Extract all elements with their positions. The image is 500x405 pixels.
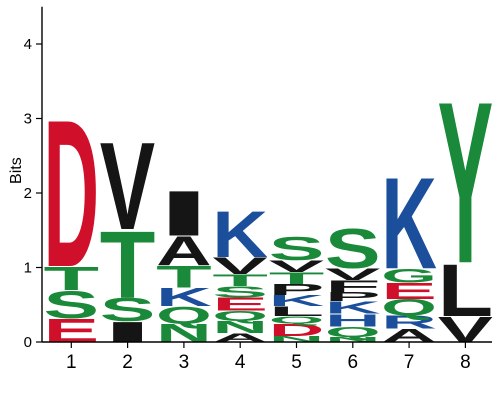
- x-tick-label: 8: [460, 352, 471, 373]
- x-tick-label: 4: [235, 352, 246, 373]
- x-ticks: 1 2 3 4 5 6 7 8: [66, 342, 471, 373]
- logo-letter-t: T: [44, 260, 100, 297]
- logo-letter-s: S: [269, 231, 325, 268]
- logo-letter-i: I: [156, 178, 212, 249]
- logo-letter-l: L: [438, 249, 494, 332]
- y-ticks: 0 1 2 3 4: [24, 36, 42, 351]
- axes-layer: [41, 6, 492, 343]
- logo-letter-a: A: [381, 325, 437, 346]
- logo-letter-q: Q: [269, 314, 325, 326]
- logo-letter-q: Q: [381, 295, 437, 320]
- logo-letter-t: T: [100, 211, 156, 317]
- logo-letter-q: Q: [156, 302, 212, 328]
- logo-letter-v: V: [269, 257, 324, 276]
- logo-letter-d: D: [269, 320, 325, 340]
- logo-letter-t: T: [269, 269, 325, 287]
- y-tick-label: 1: [24, 260, 32, 277]
- logo-letter-y: Y: [438, 53, 494, 311]
- y-tick-label: 3: [24, 111, 32, 128]
- logo-letter-k: K: [269, 292, 325, 309]
- logo-letter-p: P: [269, 281, 325, 298]
- x-tick-label: 7: [404, 352, 415, 373]
- logo-letter-d: D: [44, 76, 100, 311]
- y-tick-label: 2: [24, 185, 32, 202]
- logo-letter-v: V: [100, 117, 155, 256]
- logo-letter-h: H: [325, 310, 381, 330]
- x-tick-label: 2: [122, 352, 133, 373]
- logo-letter-s: S: [44, 283, 100, 327]
- logo-letter-t: T: [156, 260, 212, 295]
- logo-letter-k: K: [325, 298, 381, 318]
- logo-letter-a: A: [156, 228, 212, 274]
- logo-letter-f: F: [325, 277, 381, 295]
- logo-letter-g: G: [381, 265, 437, 287]
- x-tick-label: 3: [179, 352, 190, 373]
- logo-column-8: VLY: [438, 53, 494, 349]
- letters-layer: ESTDISTVNQKTAIANQESTVKNDQLKPTVSNQHKPFVSA…: [44, 53, 494, 349]
- logo-letter-s: S: [100, 292, 156, 329]
- logo-letter-q: Q: [325, 324, 381, 340]
- logo-letter-e: E: [381, 278, 437, 303]
- logo-letter-e: E: [212, 294, 268, 315]
- logo-letter-q: Q: [212, 308, 268, 323]
- logo-letter-s: S: [212, 283, 268, 300]
- x-tick-label: 5: [291, 352, 302, 373]
- x-tick-label: 1: [66, 352, 77, 373]
- logo-letter-k: K: [156, 283, 212, 312]
- logo-letter-t: T: [212, 271, 268, 289]
- y-tick-label: 0: [24, 334, 32, 351]
- logo-letter-n: N: [269, 334, 325, 343]
- y-axis-title: Bits: [8, 157, 25, 184]
- logo-letter-k: K: [212, 198, 268, 272]
- logo-letter-v: V: [212, 253, 268, 280]
- logo-letter-l: L: [269, 304, 325, 319]
- logo-letter-k: K: [381, 150, 437, 296]
- logo-letter-r: R: [381, 312, 437, 333]
- logo-letter-s: S: [325, 217, 381, 281]
- logo-letter-a: A: [212, 331, 268, 345]
- x-tick-label: 6: [348, 352, 359, 373]
- logo-letter-n: N: [325, 336, 381, 344]
- y-tick-label: 4: [24, 36, 32, 53]
- logo-letter-n: N: [212, 317, 268, 337]
- logo-letter-p: P: [325, 290, 381, 304]
- logo-letter-v: V: [325, 265, 380, 284]
